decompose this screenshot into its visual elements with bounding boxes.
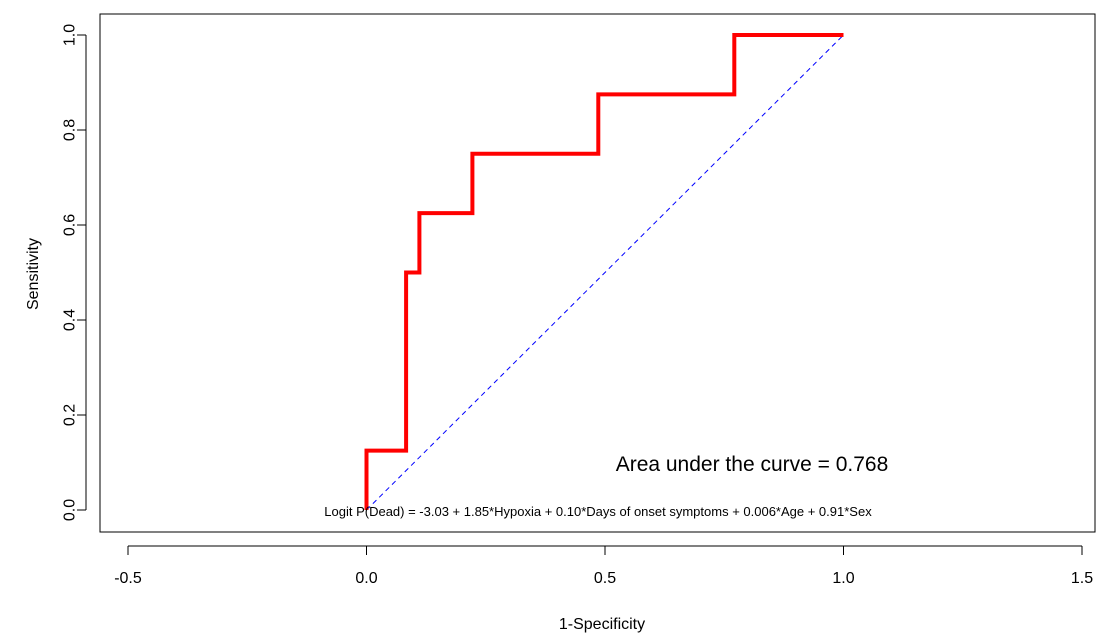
formula-annotation: Logit P(Dead) = -3.03 + 1.85*Hypoxia + 0… [324, 504, 872, 519]
x-tick-label: 0.0 [355, 570, 377, 587]
x-tick-label: 1.0 [832, 570, 854, 587]
y-tick-label: 1.0 [62, 24, 79, 46]
y-tick-label: 0.2 [62, 404, 79, 426]
plot-frame [99, 13, 1096, 533]
y-tick-label: 0.8 [62, 119, 79, 141]
y-tick-label: 0.4 [62, 309, 79, 331]
y-tick-label: 0.0 [62, 499, 79, 521]
x-tick-label: 0.5 [594, 570, 616, 587]
y-axis: 0.0 0.2 0.4 0.6 0.8 1.0 [62, 24, 87, 521]
auc-annotation: Area under the curve = 0.768 [616, 453, 889, 476]
x-axis: -0.5 0.0 0.5 1.0 1.5 [114, 545, 1093, 587]
x-tick-label: -0.5 [114, 570, 142, 587]
y-axis-title: Sensitivity [25, 238, 42, 310]
x-axis-title: 1-Specificity [559, 616, 645, 633]
series-layer [364, 33, 844, 511]
reference-diagonal-line [366, 34, 844, 511]
roc-curve-line [364, 33, 844, 510]
x-tick-label: 1.5 [1071, 570, 1093, 587]
y-tick-label: 0.6 [62, 214, 79, 236]
